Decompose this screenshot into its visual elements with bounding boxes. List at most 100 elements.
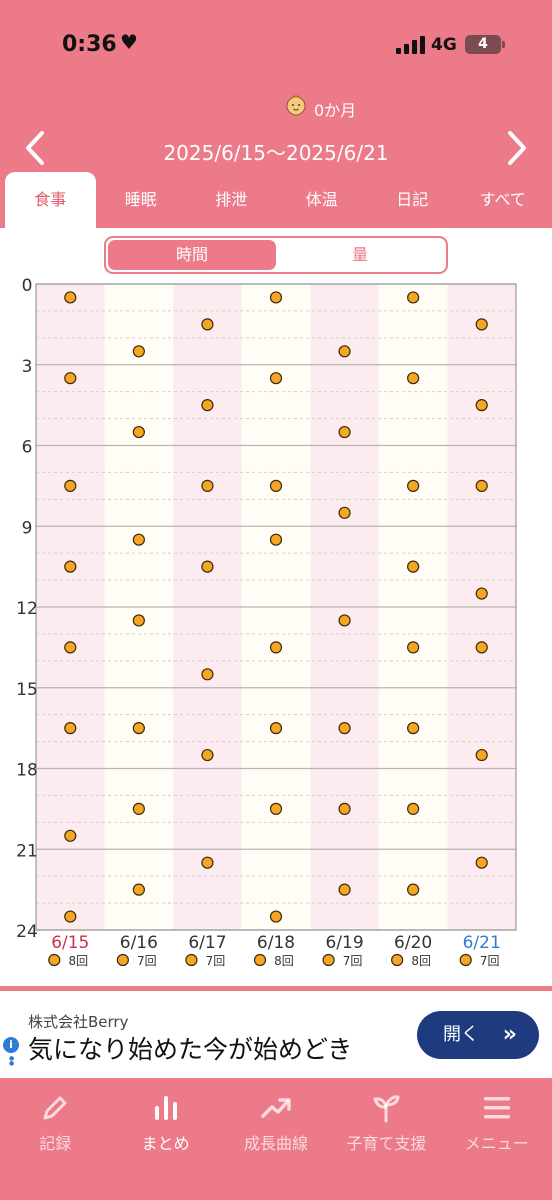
meal-point <box>407 641 420 654</box>
meal-point <box>64 829 77 842</box>
nav-summary[interactable]: まとめ <box>110 1078 220 1200</box>
meal-point <box>132 425 145 439</box>
y-tick-label: 0 <box>22 276 33 296</box>
date-label: 6/16 <box>120 933 158 953</box>
category-tabs: 食事 睡眠 排泄 体温 日記 すべて <box>0 172 552 228</box>
meal-count: 7回 <box>480 954 500 968</box>
meal-point <box>269 802 283 815</box>
legend-point <box>391 953 404 967</box>
nav-growth[interactable]: 成長曲線 <box>221 1078 331 1200</box>
segment-amount[interactable]: 量 <box>351 245 368 264</box>
meal-point <box>269 372 283 385</box>
header: 0:36 ♥ 4G 4 0か月 2025/6/15〜2025/6/21 食事 睡… <box>0 0 552 228</box>
y-tick-label: 24 <box>16 922 38 942</box>
ad-dots-icon: ● ● <box>9 1055 15 1067</box>
ad-copy: 気になり始めた今が始めどき <box>28 1035 353 1064</box>
meal-time-chart: 036912151821246/158回6/167回6/177回6/188回6/… <box>16 276 517 968</box>
y-tick-label: 15 <box>16 680 38 700</box>
signal-icon <box>396 36 425 54</box>
hamburger-icon <box>483 1097 510 1119</box>
meal-point <box>407 291 420 304</box>
meal-point <box>64 372 77 385</box>
meal-point <box>201 479 214 492</box>
y-tick-label: 6 <box>22 438 33 458</box>
meal-point <box>132 614 145 627</box>
legend-point <box>116 953 129 967</box>
legend-point <box>253 953 267 967</box>
meal-point <box>64 910 77 923</box>
meal-point <box>269 722 283 735</box>
legend-point <box>48 953 61 967</box>
pencil-icon <box>43 1096 67 1120</box>
meal-point <box>201 856 214 869</box>
ad-company: 株式会社Berry <box>28 1013 129 1031</box>
tab-sleep[interactable]: 睡眠 <box>124 190 157 209</box>
y-tick-label: 9 <box>22 518 33 538</box>
ad-info-icon[interactable]: i <box>3 1037 19 1053</box>
y-tick-label: 18 <box>16 761 38 781</box>
tab-temperature[interactable]: 体温 <box>305 190 338 209</box>
plot-frame <box>35 283 517 931</box>
meal-point <box>132 802 145 815</box>
meal-point <box>64 722 77 735</box>
meal-count: 7回 <box>137 954 157 968</box>
nav-menu[interactable]: メニュー <box>442 1078 552 1200</box>
meal-point <box>338 345 351 358</box>
date-label: 6/20 <box>394 933 432 953</box>
meal-point <box>201 560 214 573</box>
nav-support[interactable]: 子育て支援 <box>331 1078 441 1200</box>
trend-up-icon <box>261 1098 291 1118</box>
status-time: 0:36 <box>62 32 117 57</box>
meal-point <box>132 883 145 896</box>
meal-point <box>407 560 420 573</box>
legend-point <box>459 953 472 967</box>
nav-record-label: 記録 <box>39 1134 72 1153</box>
prev-week-button[interactable] <box>22 130 48 166</box>
meal-point <box>407 802 420 815</box>
meal-count: 7回 <box>343 954 363 968</box>
double-chevron-icon: » <box>502 1022 517 1047</box>
view-mode-segment: 時間 量 <box>104 236 448 274</box>
nav-menu-label: メニュー <box>464 1134 529 1153</box>
next-week-button[interactable] <box>504 130 530 166</box>
meal-point <box>64 641 77 654</box>
meal-point <box>475 641 488 654</box>
network-type: 4G <box>431 35 457 55</box>
meal-point <box>132 345 145 358</box>
meal-point <box>407 479 420 492</box>
divider <box>0 986 552 991</box>
baby-age: 0か月 <box>314 101 357 120</box>
meal-point <box>132 722 145 735</box>
date-label: 6/17 <box>188 933 226 953</box>
bottom-nav: 記録 まとめ 成長曲線 子育て支援 メニュー <box>0 1078 552 1200</box>
meal-point <box>201 748 214 762</box>
y-tick-label: 21 <box>16 841 38 861</box>
tab-diary[interactable]: 日記 <box>396 190 429 209</box>
meal-point <box>269 910 283 923</box>
tab-meal[interactable]: 食事 <box>5 172 96 228</box>
meal-point <box>269 641 283 654</box>
tab-excretion[interactable]: 排泄 <box>215 190 248 209</box>
meal-point <box>132 533 145 546</box>
segment-time[interactable]: 時間 <box>108 240 276 270</box>
meal-count: 8回 <box>411 954 431 968</box>
nav-record[interactable]: 記録 <box>0 1078 110 1200</box>
meal-point <box>269 479 283 492</box>
meal-point <box>407 372 420 385</box>
meal-point <box>201 318 214 331</box>
meal-point <box>64 560 77 573</box>
date-range: 2025/6/15〜2025/6/21 <box>163 141 389 165</box>
heart-icon: ♥ <box>120 30 138 54</box>
meal-point <box>338 425 351 439</box>
bar-chart-icon <box>154 1096 177 1120</box>
ad-banner[interactable]: i ● ● 株式会社Berry 気になり始めた今が始めどき 開く » <box>0 992 552 1078</box>
meal-point <box>201 668 214 681</box>
y-tick-label: 12 <box>16 599 38 619</box>
nav-summary-label: まとめ <box>141 1134 190 1153</box>
ad-open-button[interactable]: 開く » <box>417 1011 539 1059</box>
meal-point <box>475 479 488 492</box>
nav-growth-label: 成長曲線 <box>243 1134 308 1153</box>
date-label: 6/15 <box>51 933 89 953</box>
tab-all[interactable]: すべて <box>479 190 526 209</box>
sprout-icon <box>373 1095 400 1123</box>
